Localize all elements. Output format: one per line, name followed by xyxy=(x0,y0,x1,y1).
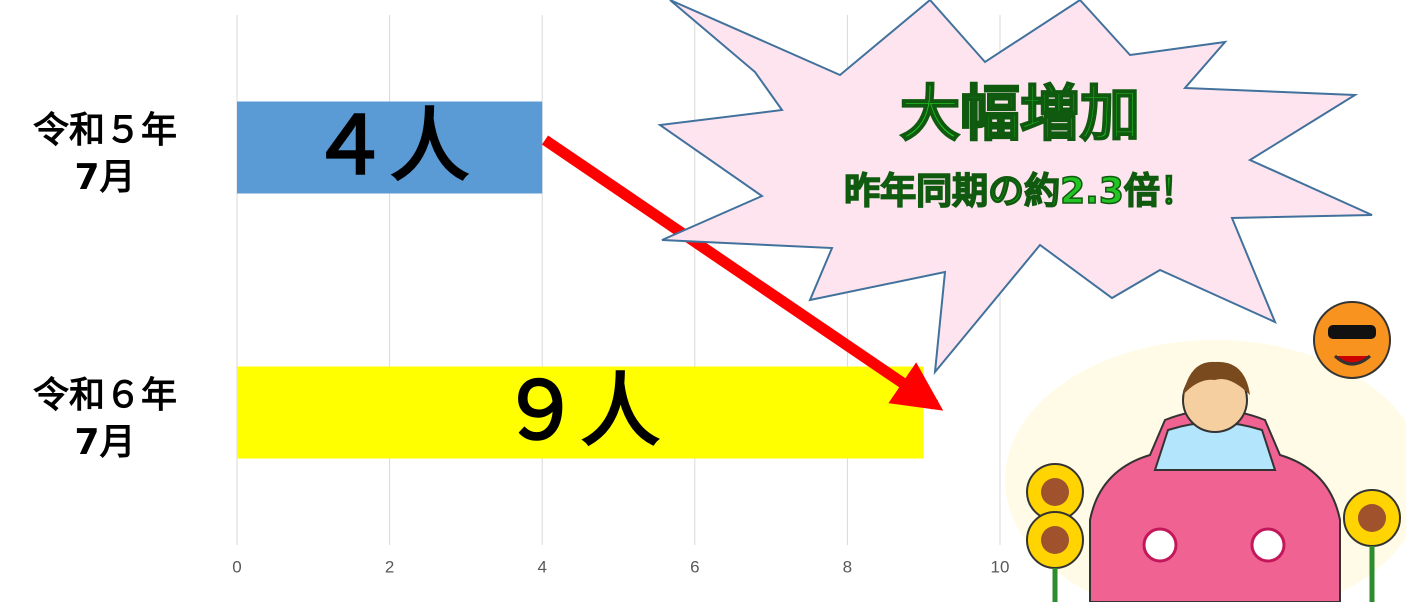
annotation-title: 大幅増加 xyxy=(900,80,1140,150)
y-tick-label: 令和６年 7月 xyxy=(33,375,177,463)
x-tick-label: 4 xyxy=(537,557,546,576)
sunglasses xyxy=(1328,325,1376,339)
x-tick-label: 8 xyxy=(843,557,852,576)
bar xyxy=(237,101,543,194)
value-label: ４人 xyxy=(310,99,470,192)
x-tick-label: 2 xyxy=(385,557,394,576)
headlight xyxy=(1250,527,1286,563)
annotation-subtitle: 昨年同期の約2.3倍！ xyxy=(844,171,1196,212)
value-label: ９人 xyxy=(500,364,660,457)
flower-center xyxy=(1041,526,1069,554)
x-tick-label: 10 xyxy=(991,557,1010,576)
x-tick-label: 0 xyxy=(232,557,241,576)
x-tick-label: 6 xyxy=(690,557,699,576)
burst xyxy=(657,0,1373,376)
y-tick-label: 令和５年 7月 xyxy=(33,110,177,198)
flower-center xyxy=(1041,478,1069,506)
driver-hair xyxy=(1183,361,1250,395)
headlight xyxy=(1142,527,1178,563)
illustration xyxy=(1005,301,1406,602)
bar xyxy=(237,366,924,459)
sun-mouth xyxy=(1333,354,1371,366)
flower-center xyxy=(1358,504,1386,532)
arrow xyxy=(541,135,944,411)
car xyxy=(1089,361,1341,602)
sun-face xyxy=(1313,301,1391,379)
sunflowers xyxy=(1026,463,1401,602)
bars: ４人 令和５年 7月 ９人 令和６年 7月 xyxy=(33,99,924,463)
sun xyxy=(1313,301,1391,379)
